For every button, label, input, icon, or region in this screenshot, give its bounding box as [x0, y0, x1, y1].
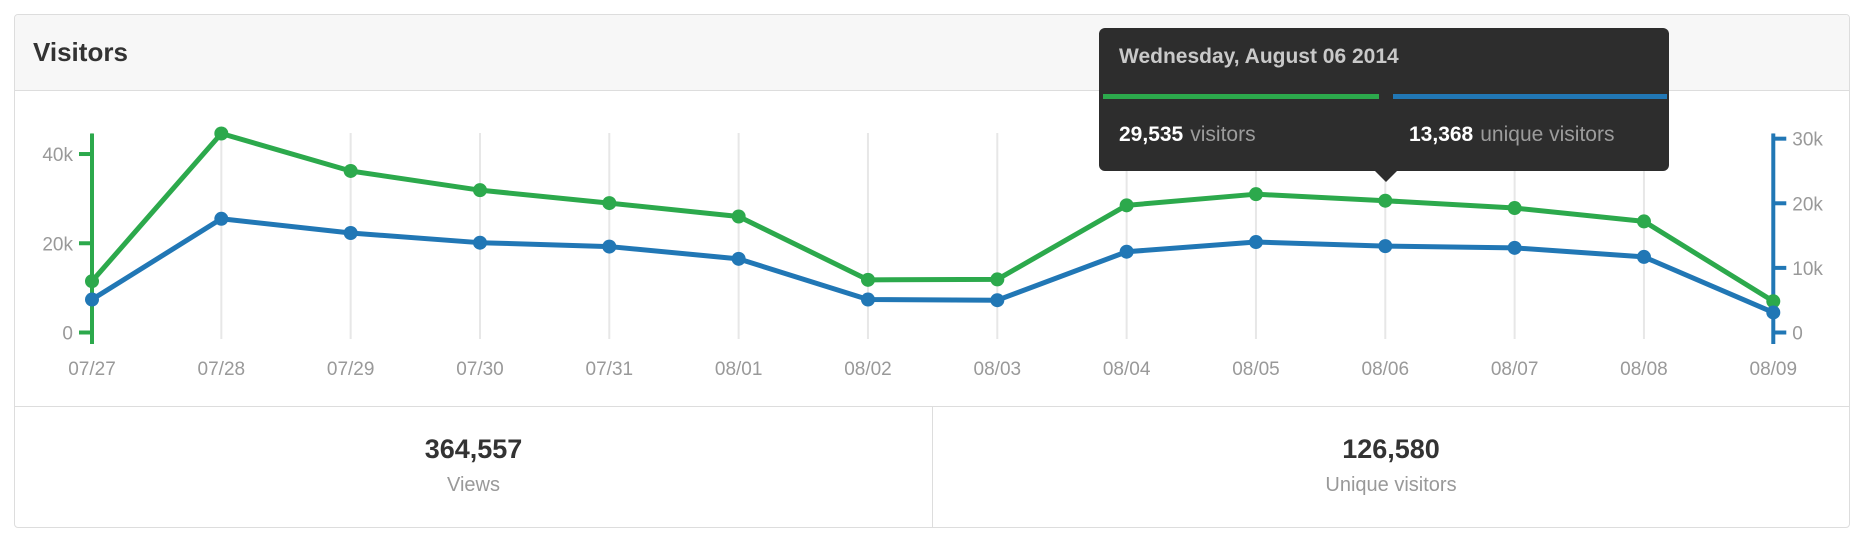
x-axis-label-08/04: 08/04 — [1103, 359, 1151, 380]
data-point-visitors-08/04[interactable] — [1119, 198, 1134, 213]
data-point-visitors-08/05[interactable] — [1248, 187, 1263, 202]
summary-views: 364,557 Views — [15, 407, 932, 528]
views-label: Views — [447, 474, 500, 496]
data-point-unique-visitors-07/31[interactable] — [602, 239, 617, 254]
right-axis-label-30k: 30k — [1792, 130, 1823, 151]
series-line-unique-visitors — [89, 216, 1776, 315]
data-point-visitors-07/29[interactable] — [343, 163, 358, 178]
data-point-visitors-08/07[interactable] — [1507, 201, 1522, 216]
x-axis-label-08/07: 08/07 — [1491, 359, 1539, 380]
data-point-unique-visitors-08/04[interactable] — [1119, 244, 1134, 259]
data-point-visitors-08/02[interactable] — [860, 272, 875, 287]
x-axis-label-08/05: 08/05 — [1232, 359, 1280, 380]
data-point-visitors-08/03[interactable] — [990, 272, 1005, 287]
x-axis-label-07/28: 07/28 — [198, 359, 246, 380]
data-point-visitors-08/01[interactable] — [731, 209, 746, 224]
right-axis-label-10k: 10k — [1792, 259, 1823, 280]
left-axis-label-20k: 20k — [42, 234, 73, 255]
tooltip-date: Wednesday, August 06 2014 — [1119, 45, 1399, 68]
unique-visitors-label: Unique visitors — [1325, 474, 1457, 496]
data-point-unique-visitors-08/03[interactable] — [990, 293, 1005, 308]
x-axis-label-07/30: 07/30 — [456, 359, 504, 380]
x-axis-label-08/08: 08/08 — [1620, 359, 1668, 380]
data-point-unique-visitors-07/30[interactable] — [472, 235, 487, 250]
data-point-unique-visitors-08/05[interactable] — [1248, 235, 1263, 250]
tooltip-unique-value: 13,368 — [1409, 123, 1474, 146]
right-axis-label-0: 0 — [1792, 324, 1803, 345]
tooltip-caret — [1374, 170, 1398, 182]
summary-unique-visitors: 126,580 Unique visitors — [932, 407, 1849, 528]
x-axis-label-07/27: 07/27 — [68, 359, 116, 380]
unique-visitors-total: 126,580 — [1342, 434, 1440, 464]
tooltip-series-bars — [1099, 94, 1669, 99]
tooltip-unique-label: unique visitors — [1480, 123, 1615, 146]
x-axis-label-08/02: 08/02 — [844, 359, 892, 380]
data-point-visitors-07/31[interactable] — [602, 196, 617, 211]
summary-row: 364,557 Views 126,580 Unique visitors — [15, 406, 1849, 528]
x-axis-label-08/03: 08/03 — [974, 359, 1022, 380]
x-axis-label-07/31: 07/31 — [586, 359, 634, 380]
tooltip-visitors-label: visitors — [1190, 123, 1256, 146]
x-axis-label-07/29: 07/29 — [327, 359, 375, 380]
data-point-unique-visitors-08/06[interactable] — [1378, 239, 1393, 254]
data-point-unique-visitors-08/07[interactable] — [1507, 240, 1522, 255]
visitors-chart: 07/27 07/28 07/29 07/30 07/31 08/01 08/02 08/03… — [42, 126, 1823, 380]
data-point-visitors-07/30[interactable] — [472, 183, 487, 198]
tooltip-unique-cell: 13,368 unique visitors — [1384, 123, 1669, 147]
views-total: 364,557 — [424, 434, 523, 464]
data-point-unique-visitors-08/08[interactable] — [1636, 249, 1651, 264]
data-point-unique-visitors-08/09[interactable] — [1766, 305, 1781, 320]
tooltip-visitors-value: 29,535 — [1119, 123, 1184, 146]
page-title: Visitors — [33, 37, 128, 67]
x-axis-label-08/01: 08/01 — [715, 359, 763, 380]
data-point-unique-visitors-07/27[interactable] — [85, 292, 99, 307]
left-axis-label-0: 0 — [62, 324, 73, 345]
visitors-series-bar — [1103, 94, 1379, 99]
tooltip-body: 29,535 visitors 13,368 unique visitors — [1099, 99, 1669, 171]
data-point-unique-visitors-08/02[interactable] — [860, 292, 875, 307]
x-axis-label-08/06: 08/06 — [1362, 359, 1410, 380]
series-line-visitors — [89, 131, 1776, 304]
data-point-visitors-08/09[interactable] — [1766, 294, 1781, 309]
x-axis-label-08/09: 08/09 — [1750, 359, 1798, 380]
data-point-visitors-08/06[interactable] — [1378, 193, 1393, 208]
chart-tooltip: Wednesday, August 06 2014 29,535 visitors… — [1099, 28, 1669, 182]
data-point-unique-visitors-08/01[interactable] — [731, 251, 746, 266]
data-point-visitors-08/08[interactable] — [1636, 214, 1651, 229]
right-axis-label-20k: 20k — [1792, 194, 1823, 215]
unique-visitors-series-bar — [1393, 94, 1667, 99]
visitors-panel: Visitors 07/27 07/28 07/29 07/30 07/31 08/01 0… — [14, 14, 1850, 528]
chart-area: 07/27 07/28 07/29 07/30 07/31 08/01 08/02 08/03… — [15, 28, 1849, 406]
data-point-unique-visitors-07/29[interactable] — [343, 226, 358, 240]
data-point-unique-visitors-07/28[interactable] — [214, 211, 229, 226]
left-axis-label-40k: 40k — [42, 145, 73, 166]
data-point-visitors-07/27[interactable] — [85, 274, 99, 289]
data-point-visitors-07/28[interactable] — [214, 126, 229, 141]
tooltip-visitors-cell: 29,535 visitors — [1099, 123, 1384, 147]
